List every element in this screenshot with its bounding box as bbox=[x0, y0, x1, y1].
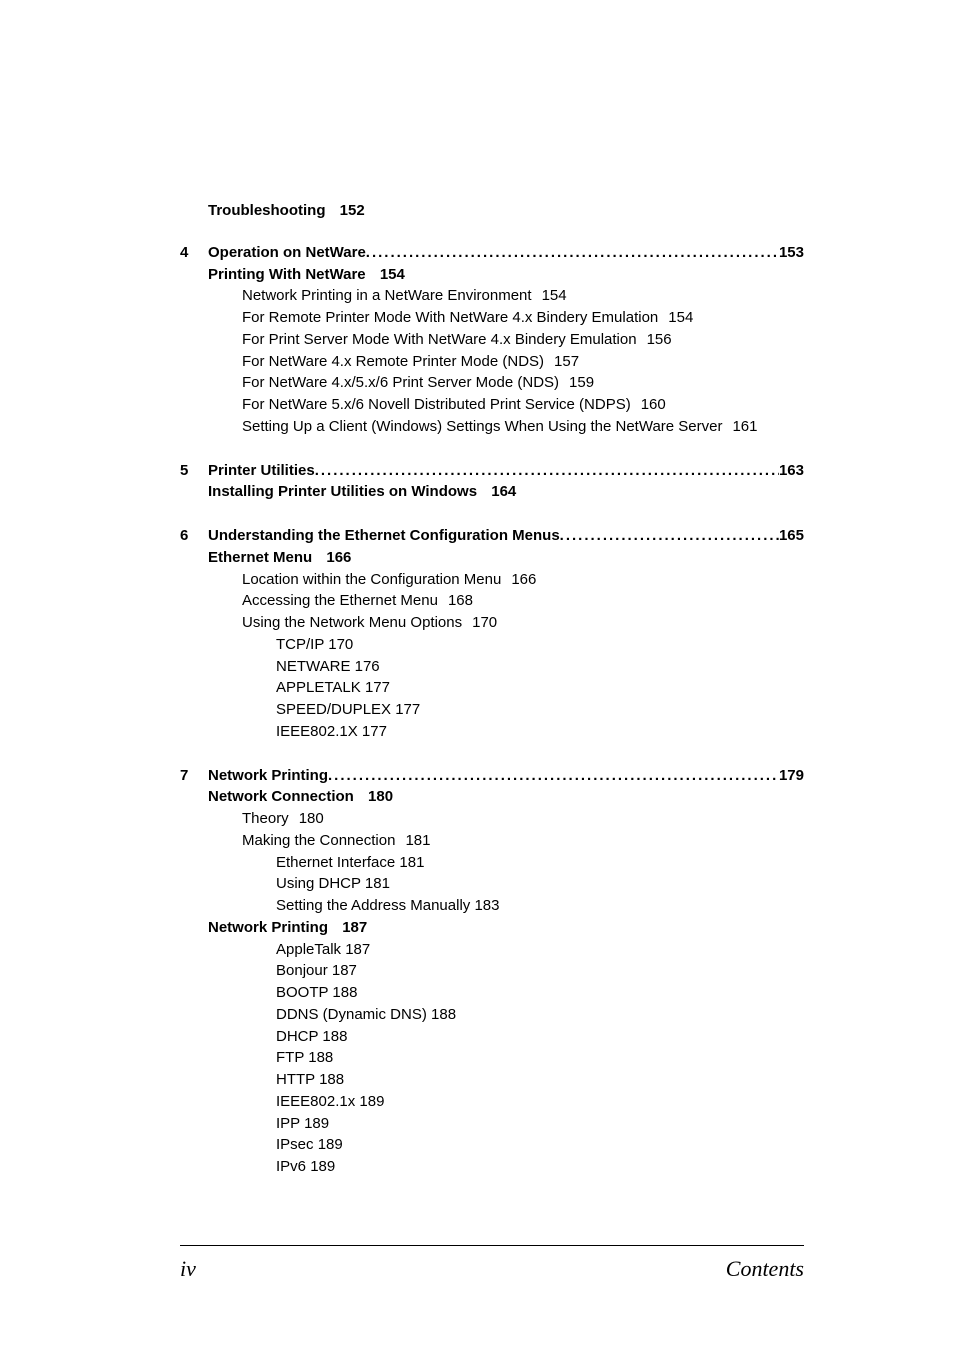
toc-entry: Setting the Address Manually 183 bbox=[276, 895, 804, 917]
toc-entry: IPv6 189 bbox=[276, 1156, 804, 1178]
toc-chapter: 6 Understanding the Ethernet Configurati… bbox=[180, 525, 804, 743]
toc-entry: For NetWare 4.x Remote Printer Mode (NDS… bbox=[242, 351, 804, 373]
toc-entry: For NetWare 4.x/5.x/6 Print Server Mode … bbox=[242, 372, 804, 394]
toc-section: Installing Printer Utilities on Windows … bbox=[208, 481, 804, 503]
toc-entry: Network Printing in a NetWare Environmen… bbox=[242, 285, 804, 307]
page-number: iv bbox=[180, 1256, 196, 1282]
toc-entry: SPEED/DUPLEX 177 bbox=[276, 699, 804, 721]
toc-chapter-number: 5 bbox=[180, 460, 208, 482]
toc-entry: BOOTP 188 bbox=[276, 982, 804, 1004]
toc-entry: Setting Up a Client (Windows) Settings W… bbox=[242, 416, 804, 438]
toc-chapter-row: 4 Operation on NetWare 153 bbox=[180, 242, 804, 264]
toc-entry: APPLETALK 177 bbox=[276, 677, 804, 699]
toc-page: 152 bbox=[340, 202, 365, 219]
toc-entry: DDNS (Dynamic DNS) 188 bbox=[276, 1004, 804, 1026]
toc-chapter-title: Printer Utilities bbox=[208, 460, 315, 482]
toc-section: Network Printing 187 bbox=[208, 917, 804, 939]
toc-chapter-page: 153 bbox=[779, 242, 804, 264]
toc-entry: Ethernet Interface 181 bbox=[276, 852, 804, 874]
toc-entry: TCP/IP 170 bbox=[276, 634, 804, 656]
toc-chapter-number: 6 bbox=[180, 525, 208, 547]
toc-chapter-row: 5 Printer Utilities 163 bbox=[180, 460, 804, 482]
toc-entry: HTTP 188 bbox=[276, 1069, 804, 1091]
toc-entry: For Remote Printer Mode With NetWare 4.x… bbox=[242, 307, 804, 329]
toc-leader-dots bbox=[328, 765, 779, 787]
toc-page: 154 bbox=[380, 266, 405, 283]
toc-chapter-row: 6 Understanding the Ethernet Configurati… bbox=[180, 525, 804, 547]
toc-label: Printing With NetWare bbox=[208, 266, 366, 283]
toc-entry: IPP 189 bbox=[276, 1113, 804, 1135]
toc-entry: DHCP 188 bbox=[276, 1026, 804, 1048]
page-footer: iv Contents bbox=[180, 1256, 804, 1282]
toc-entry: Bonjour 187 bbox=[276, 960, 804, 982]
toc-entry: Using the Network Menu Options170 bbox=[242, 612, 804, 634]
toc-chapter-page: 163 bbox=[779, 460, 804, 482]
toc-chapter-page: 179 bbox=[779, 765, 804, 787]
toc-chapter-title: Understanding the Ethernet Configuration… bbox=[208, 525, 560, 547]
toc-entry: FTP 188 bbox=[276, 1047, 804, 1069]
toc-chapter-row: 7 Network Printing 179 bbox=[180, 765, 804, 787]
toc-entry: IEEE802.1x 189 bbox=[276, 1091, 804, 1113]
toc-entry: Using DHCP 181 bbox=[276, 873, 804, 895]
toc-section: Ethernet Menu 166 bbox=[208, 547, 804, 569]
toc-entry: For Print Server Mode With NetWare 4.x B… bbox=[242, 329, 804, 351]
toc-leader-dots bbox=[366, 242, 779, 264]
toc-entry: Making the Connection181 bbox=[242, 830, 804, 852]
toc-section: Printing With NetWare 154 bbox=[208, 264, 804, 286]
toc-leader-dots bbox=[560, 525, 779, 547]
toc-chapter-number: 4 bbox=[180, 242, 208, 264]
toc-chapter-title: Operation on NetWare bbox=[208, 242, 366, 264]
toc-leader-dots bbox=[315, 460, 779, 482]
toc-chapter-page: 165 bbox=[779, 525, 804, 547]
page: Troubleshooting 152 4 Operation on NetWa… bbox=[0, 0, 954, 1350]
toc-chapter: 7 Network Printing 179 Network Connectio… bbox=[180, 765, 804, 1178]
toc-entry: AppleTalk 187 bbox=[276, 939, 804, 961]
toc-entry: Accessing the Ethernet Menu168 bbox=[242, 590, 804, 612]
toc-entry: Location within the Configuration Menu16… bbox=[242, 569, 804, 591]
toc-orphan-heading: Troubleshooting 152 bbox=[208, 200, 804, 222]
toc-entry: IEEE802.1X 177 bbox=[276, 721, 804, 743]
toc-chapter-title: Network Printing bbox=[208, 765, 328, 787]
toc-entry: IPsec 189 bbox=[276, 1134, 804, 1156]
toc-section: Network Connection 180 bbox=[208, 786, 804, 808]
toc-entry: Theory180 bbox=[242, 808, 804, 830]
toc-chapter: 4 Operation on NetWare 153 Printing With… bbox=[180, 242, 804, 438]
toc-label: Troubleshooting bbox=[208, 202, 326, 219]
toc-chapter: 5 Printer Utilities 163 Installing Print… bbox=[180, 460, 804, 504]
table-of-contents: Troubleshooting 152 4 Operation on NetWa… bbox=[180, 200, 804, 1178]
footer-title: Contents bbox=[726, 1256, 804, 1282]
toc-entry: For NetWare 5.x/6 Novell Distributed Pri… bbox=[242, 394, 804, 416]
footer-rule bbox=[180, 1245, 804, 1246]
toc-entry: NETWARE 176 bbox=[276, 656, 804, 678]
toc-chapter-number: 7 bbox=[180, 765, 208, 787]
